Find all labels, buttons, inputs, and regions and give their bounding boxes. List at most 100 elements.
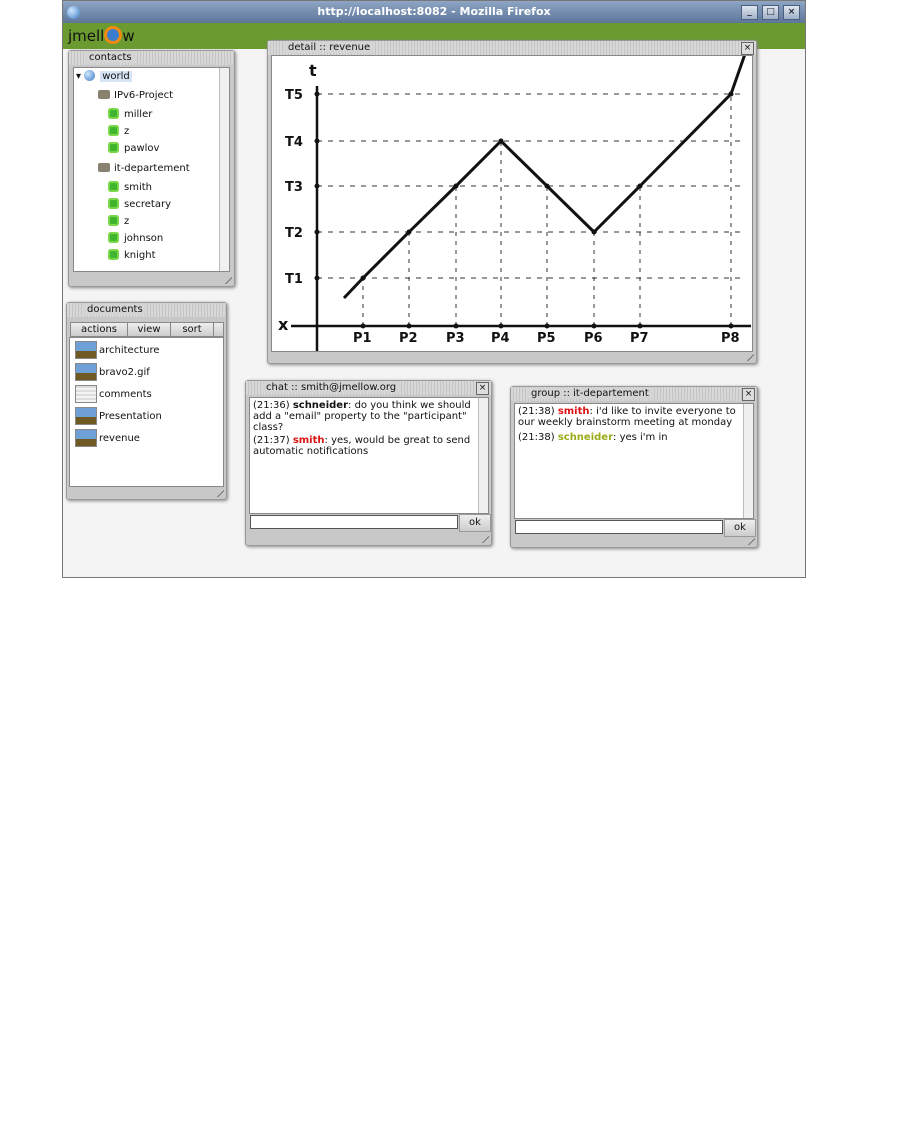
document-item[interactable]: comments bbox=[75, 385, 152, 405]
tree-label: world bbox=[100, 71, 132, 82]
contact-item[interactable]: smith bbox=[108, 181, 152, 193]
message-user: schneider bbox=[292, 400, 349, 411]
resize-grip[interactable] bbox=[481, 535, 489, 543]
tree-root-world[interactable]: ▾ world bbox=[76, 70, 132, 82]
user-icon bbox=[108, 108, 119, 119]
tree-label: it-departement bbox=[114, 163, 190, 174]
browser-title-bar: http://localhost:8082 - Mozilla Firefox … bbox=[63, 1, 805, 23]
chat-input[interactable] bbox=[250, 515, 458, 529]
contact-item[interactable]: z bbox=[108, 125, 129, 137]
tree-label: smith bbox=[124, 182, 152, 193]
tree-group[interactable]: IPv6-Project bbox=[98, 90, 173, 101]
documents-title-bar[interactable]: documents bbox=[67, 303, 226, 317]
group-title-bar[interactable]: group :: it-departement bbox=[511, 387, 757, 401]
scrollbar[interactable] bbox=[478, 398, 488, 513]
x-tick-label: P6 bbox=[584, 331, 603, 346]
close-icon[interactable]: × bbox=[742, 388, 755, 401]
message-text: : do you think we should add a "email" p… bbox=[253, 400, 471, 433]
contact-item[interactable]: knight bbox=[108, 249, 156, 261]
firefox-icon bbox=[67, 6, 80, 19]
message-text: : i'd like to invite everyone to our wee… bbox=[518, 406, 736, 428]
y-tick-label: T2 bbox=[285, 226, 303, 241]
document-item[interactable]: revenue bbox=[75, 429, 140, 449]
contact-item[interactable]: z bbox=[108, 215, 129, 227]
image-icon bbox=[75, 429, 97, 447]
y-tick-label: T4 bbox=[285, 135, 303, 150]
x-tick bbox=[544, 323, 550, 329]
y-tick-label: T3 bbox=[285, 180, 303, 195]
message-time: (21:37) bbox=[253, 435, 290, 446]
revenue-sketch: T1 T2 T3 T4 T5 P1 P2 P3 P4 P5 P6 P7 P8 t x bbox=[278, 53, 751, 351]
document-item[interactable]: Presentation bbox=[75, 407, 162, 427]
y-tick-label: T1 bbox=[285, 272, 303, 287]
resize-grip[interactable] bbox=[216, 489, 224, 497]
close-icon[interactable]: × bbox=[741, 42, 754, 55]
message-time: (21:38) bbox=[518, 432, 555, 443]
sort-menu[interactable]: sort bbox=[170, 322, 214, 337]
scrollbar[interactable] bbox=[743, 404, 753, 518]
close-icon[interactable]: × bbox=[476, 382, 489, 395]
tree-group[interactable]: it-departement bbox=[98, 163, 190, 174]
detail-window: detail :: revenue × T1 T2 T3 T4 T5 P1 P2 P3 P4 P5… bbox=[267, 40, 757, 364]
image-icon bbox=[75, 341, 97, 359]
maximize-button[interactable]: □ bbox=[762, 5, 779, 20]
actions-menu[interactable]: actions bbox=[70, 322, 128, 337]
jmellow-logo: jmell w bbox=[68, 26, 135, 45]
resize-grip[interactable] bbox=[746, 353, 754, 361]
detail-title-bar[interactable]: detail :: revenue bbox=[268, 41, 756, 55]
tree-label: pawlov bbox=[124, 143, 160, 154]
window-title: group :: it-departement bbox=[527, 388, 653, 399]
x-tick bbox=[591, 323, 597, 329]
close-button[interactable]: × bbox=[783, 5, 800, 20]
tree-label: johnson bbox=[124, 233, 164, 244]
user-icon bbox=[108, 142, 119, 153]
x-tick bbox=[453, 323, 459, 329]
data-point bbox=[498, 138, 504, 144]
sketch-canvas: T1 T2 T3 T4 T5 P1 P2 P3 P4 P5 P6 P7 P8 t x bbox=[271, 53, 753, 352]
x-tick bbox=[406, 323, 412, 329]
logo-text: w bbox=[122, 27, 135, 45]
x-tick-label: P2 bbox=[399, 331, 418, 346]
y-axis-label: t bbox=[309, 61, 317, 80]
document-item[interactable]: architecture bbox=[75, 341, 160, 361]
contact-item[interactable]: secretary bbox=[108, 198, 171, 210]
message-user: smith bbox=[292, 435, 325, 446]
resize-grip[interactable] bbox=[224, 276, 232, 284]
chat-title-bar[interactable]: chat :: smith@jmellow.org bbox=[246, 381, 491, 395]
data-point bbox=[453, 183, 459, 189]
message-text: : yes i'm in bbox=[613, 432, 668, 443]
contact-item[interactable]: johnson bbox=[108, 232, 163, 244]
message-user: schneider bbox=[557, 432, 614, 443]
data-point bbox=[406, 229, 412, 235]
tree-label: secretary bbox=[124, 199, 171, 210]
user-icon bbox=[108, 249, 119, 260]
document-name: architecture bbox=[99, 345, 160, 356]
chat-send-button[interactable]: ok bbox=[459, 514, 491, 532]
contact-item[interactable]: pawlov bbox=[108, 142, 159, 154]
tree-label: IPv6-Project bbox=[114, 90, 174, 101]
sketch-line bbox=[342, 53, 747, 300]
chat-message: (21:38) smith: i'd like to invite everyo… bbox=[515, 404, 753, 430]
x-tick-label: P4 bbox=[491, 331, 510, 346]
window-title: documents bbox=[83, 304, 147, 315]
group-send-button[interactable]: ok bbox=[724, 519, 756, 537]
message-user: smith bbox=[557, 406, 590, 417]
data-point bbox=[360, 275, 366, 281]
x-tick-label: P7 bbox=[630, 331, 649, 346]
message-time: (21:36) bbox=[253, 400, 290, 411]
contact-item[interactable]: miller bbox=[108, 108, 152, 120]
document-item[interactable]: bravo2.gif bbox=[75, 363, 150, 383]
group-input[interactable] bbox=[515, 520, 723, 534]
document-name: comments bbox=[99, 389, 152, 400]
view-menu[interactable]: view bbox=[127, 322, 171, 337]
data-point bbox=[591, 229, 597, 235]
message-text: : yes, would be great to send automatic … bbox=[253, 435, 471, 457]
scrollbar[interactable] bbox=[219, 68, 229, 271]
contacts-title-bar[interactable]: contacts bbox=[69, 51, 234, 65]
x-tick-label: P8 bbox=[721, 331, 740, 346]
window-title: contacts bbox=[85, 52, 136, 63]
minimize-button[interactable]: _ bbox=[741, 5, 758, 20]
resize-grip[interactable] bbox=[747, 537, 755, 545]
contacts-tree: ▾ world IPv6-Project miller z pawlov it-… bbox=[73, 67, 230, 272]
user-icon bbox=[108, 215, 119, 226]
